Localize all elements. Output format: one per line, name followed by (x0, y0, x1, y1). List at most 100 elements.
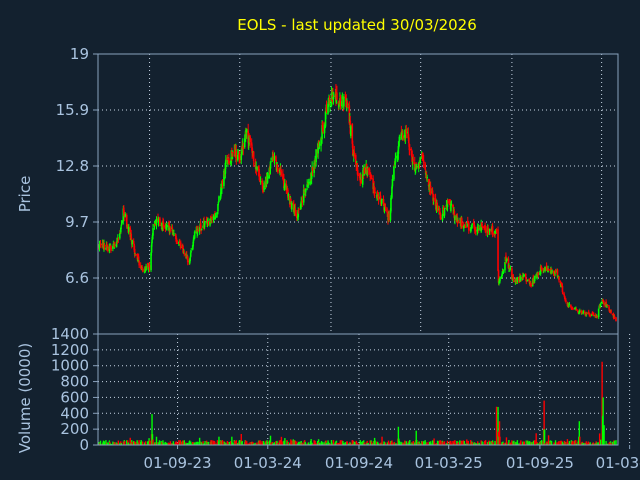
candle-body (162, 221, 165, 228)
candle-body (405, 128, 408, 134)
x-tick-labels: 01-09-23 01-03-24 01-09-24 01-03-25 01-09-25… (144, 445, 640, 472)
candle-body (120, 227, 122, 233)
volume-bar (280, 436, 283, 445)
volume-bar (107, 442, 109, 445)
candle-body (379, 195, 382, 202)
candle-body (103, 244, 106, 248)
candle-body (568, 304, 571, 306)
volume-bar (599, 439, 602, 445)
candle-body (287, 194, 290, 196)
candle-body (132, 240, 135, 244)
volume-bar (330, 440, 333, 445)
candle-body (290, 199, 292, 201)
volume-bar (270, 442, 272, 445)
volume-bar (592, 443, 595, 445)
volume-bar (554, 440, 557, 445)
candle-body (114, 244, 116, 246)
candle-body (419, 157, 422, 163)
candle-body (262, 187, 264, 189)
candle-body (167, 225, 170, 227)
price-candles (98, 84, 617, 322)
volume-bar (565, 442, 567, 445)
candle-body (178, 242, 180, 244)
candle-body (283, 178, 285, 189)
volume-bar (273, 442, 276, 445)
candle-body (186, 256, 189, 263)
candle-body (540, 267, 543, 270)
volume-bar (122, 441, 124, 445)
candle-body (228, 161, 231, 163)
candle-body (338, 104, 340, 108)
volume-bar (311, 442, 313, 445)
volume-bar (561, 441, 564, 445)
volume-bar (602, 397, 604, 445)
candle-body (138, 261, 140, 266)
candle-body (594, 314, 597, 317)
volume-bar (523, 441, 525, 445)
volume-bar (586, 442, 588, 445)
candle-body (117, 239, 120, 241)
candle-body (495, 229, 498, 231)
candle-body (336, 92, 338, 100)
candle-body (321, 125, 323, 140)
candle-body (351, 144, 354, 156)
candle-body (211, 217, 213, 220)
volume-bar (470, 440, 472, 445)
candle-body (150, 252, 152, 271)
candle-body (107, 247, 109, 250)
volume-bar (582, 442, 584, 445)
candle-body (394, 157, 397, 164)
volume-bar (350, 443, 352, 445)
volume-bar (366, 440, 368, 445)
volume-bar (172, 441, 175, 445)
candle-body (263, 185, 265, 191)
candle-body (481, 226, 484, 228)
candle-body (129, 227, 132, 238)
volume-bar (202, 441, 204, 445)
volume-bar (187, 442, 189, 445)
candle-body (301, 200, 304, 203)
volume-bar (440, 441, 442, 445)
volume-bar (310, 439, 312, 445)
volume-bar (516, 440, 519, 445)
volume-bar (513, 440, 515, 445)
volume-bar (173, 443, 175, 445)
volume-bar (544, 443, 546, 445)
volume-bar (442, 441, 444, 445)
candle-body (159, 218, 161, 227)
volume-bar (497, 406, 499, 445)
volume-bar (388, 442, 390, 445)
volume-bar (367, 442, 369, 445)
volume-bar (362, 441, 364, 445)
volume-bar (342, 440, 344, 445)
volume-bar (454, 440, 456, 445)
volume-bar (298, 441, 300, 445)
volume-bar (134, 442, 137, 445)
volume-bar (272, 443, 274, 445)
candle-body (524, 273, 527, 279)
volume-bar (291, 440, 293, 445)
volume-bar (477, 441, 479, 445)
volume-bar (197, 442, 199, 445)
candle-body (237, 152, 240, 158)
candle-body (384, 206, 387, 208)
volume-bar (459, 440, 461, 445)
candle-body (178, 242, 181, 245)
volume-bar (359, 440, 361, 445)
candle-body (325, 106, 328, 112)
volume-bar (277, 442, 279, 445)
candle-body (127, 226, 130, 232)
candle-body (226, 157, 229, 162)
candle-body (193, 231, 196, 239)
volume-bar (155, 436, 158, 445)
volume-bar (534, 440, 536, 445)
volume-bar (300, 440, 302, 445)
candle-body (322, 125, 324, 132)
volume-bar (245, 440, 247, 445)
volume-bar (144, 441, 147, 445)
volume-bar (431, 440, 434, 445)
volume-bar (200, 442, 203, 445)
candle-body (613, 315, 616, 318)
candle-body (397, 146, 400, 154)
